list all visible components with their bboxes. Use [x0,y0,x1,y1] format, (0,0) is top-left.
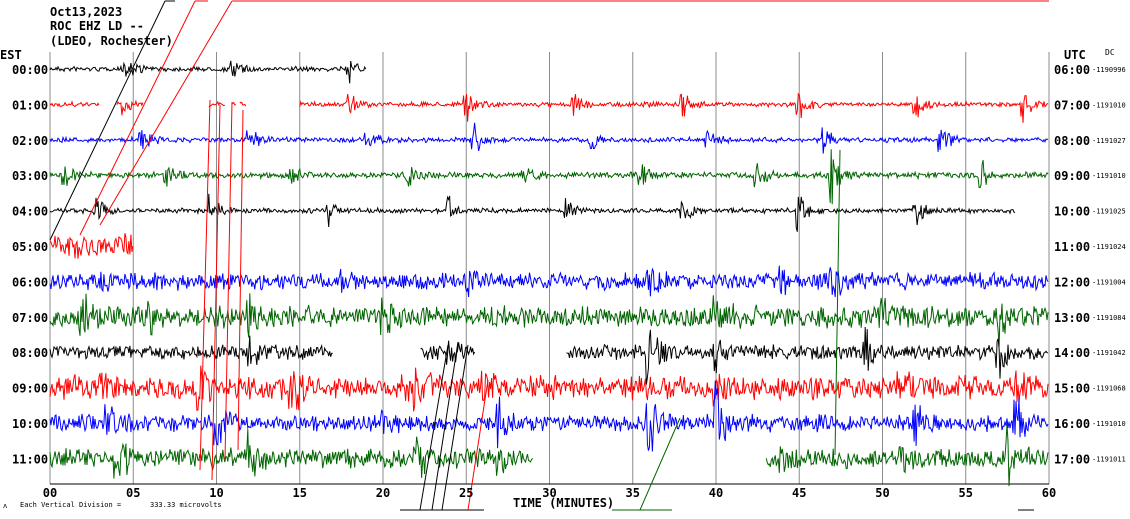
network-label: (LDEO, Rochester) [50,34,173,48]
x-tick-label: 20 [376,486,390,500]
trace-07:00 [49,293,1049,347]
trace-04:00 [49,193,1016,232]
utc-time-label: 06:00 [1054,63,1090,77]
clip-line [639,417,681,511]
trace-11:00 [49,424,1049,487]
utc-time-label: 15:00 [1054,382,1090,396]
x-tick-label: 05 [126,486,140,500]
dc-offset-label: -1191004 [1092,278,1126,286]
date-label: Oct13,2023 [50,5,123,19]
clip-line [441,344,469,511]
clip-line [211,104,221,481]
scale-note: Each Vertical Division = [20,501,122,509]
x-tick-label: 45 [792,486,806,500]
dc-label: DC [1105,48,1115,57]
x-tick-label: 60 [1042,486,1056,500]
local-time-label: 11:00 [12,452,48,466]
left-timezone-label: EST [0,48,22,62]
clip-line [224,101,233,461]
utc-time-label: 12:00 [1054,275,1090,289]
x-tick-label: 30 [542,486,556,500]
scale-value: 333.33 microvolts [150,501,222,509]
clip-line [834,149,841,456]
x-tick-label: 55 [959,486,973,500]
dc-offset-label: -1191042 [1092,349,1126,357]
local-time-label: 05:00 [12,240,48,254]
dc-offset-label: -1191010 [1092,101,1126,109]
utc-time-label: 14:00 [1054,346,1090,360]
station-label: ROC EHZ LD -- [50,19,144,33]
trace-02:00 [49,122,1049,154]
x-tick-label: 35 [626,486,640,500]
trace-05:00 [49,233,134,259]
utc-time-label: 08:00 [1054,134,1090,148]
clip-line [419,344,449,511]
trace-03:00 [49,149,1049,205]
trace-00:00 [49,60,367,84]
trace-08:00 [49,326,1049,385]
utc-time-label: 13:00 [1054,311,1090,325]
right-timezone-label: UTC [1064,48,1086,62]
local-time-label: 06:00 [12,275,48,289]
dc-offset-label: -1191010 [1092,420,1126,428]
x-tick-label: 25 [459,486,473,500]
x-tick-label: 00 [43,486,57,500]
clip-line [199,99,211,471]
dc-offset-label: -1191068 [1092,385,1126,393]
trace-09:00 [49,365,1049,412]
local-time-label: 08:00 [12,346,48,360]
utc-time-label: 07:00 [1054,98,1090,112]
vertical-gridlines [49,52,1050,485]
utc-time-label: 11:00 [1054,240,1090,254]
x-tick-labels: 00 05 10 15 20 25 30 35 40 45 50 55 60 [43,486,1056,500]
dc-offset-label: -1191025 [1092,208,1126,216]
dc-offset-label: -1191084 [1092,314,1126,322]
clip-line [49,0,166,241]
trace-01:00 [49,92,1049,123]
utc-time-label: 17:00 [1054,452,1090,466]
utc-time-label: 16:00 [1054,417,1090,431]
local-time-label: 00:00 [12,63,48,77]
dc-offset-label: -1191011 [1092,455,1126,463]
clip-line [99,0,233,226]
dc-offset-label: -1190996 [1092,66,1126,74]
x-tick-label: 15 [293,486,307,500]
clip-line [431,341,459,511]
spike-lines [49,0,1049,511]
utc-time-label: 09:00 [1054,169,1090,183]
local-time-label: 03:00 [12,169,48,183]
dc-offset-label: -1191024 [1092,243,1126,251]
utc-time-label: 10:00 [1054,205,1090,219]
x-tick-label: 40 [709,486,723,500]
local-time-label: 10:00 [12,417,48,431]
local-time-label: 02:00 [12,134,48,148]
corner-mark: ᴧ [3,502,8,510]
local-time-label: 09:00 [12,382,48,396]
dc-offset-label: -1191027 [1092,137,1126,145]
local-time-label: 07:00 [12,311,48,325]
local-time-label: 01:00 [12,98,48,112]
x-tick-label: 10 [209,486,223,500]
trace-10:00 [49,380,1049,452]
dc-offset-label: -1191010 [1092,172,1126,180]
x-axis-label: TIME (MINUTES) [513,496,615,510]
local-time-label: 04:00 [12,205,48,219]
clip-line [237,109,244,451]
clip-line [79,0,196,236]
seismic-traces [49,60,1049,487]
x-tick-label: 50 [875,486,889,500]
clip-line [467,379,489,511]
